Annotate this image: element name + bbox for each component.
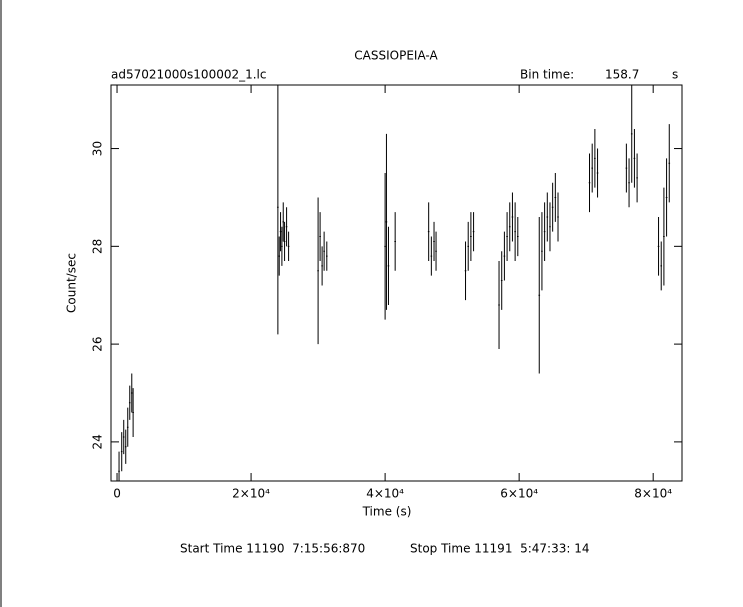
error-bar xyxy=(394,212,396,271)
error-bar xyxy=(118,451,120,481)
error-bar xyxy=(287,231,290,261)
bin-time-unit: s xyxy=(672,68,678,82)
error-bar xyxy=(636,153,638,203)
error-bar xyxy=(467,221,470,271)
error-bar xyxy=(278,236,281,276)
error-bar xyxy=(435,231,437,271)
y-tick-label: 24 xyxy=(91,434,105,449)
error-bar xyxy=(549,202,551,252)
y-tick-label: 30 xyxy=(91,141,105,156)
error-bar xyxy=(124,429,127,464)
error-bar xyxy=(279,212,282,252)
error-bar xyxy=(285,207,288,247)
error-bar xyxy=(633,129,636,188)
error-bar xyxy=(130,373,133,413)
error-bar xyxy=(385,133,388,310)
chart-title: CASSIOPEIA-A xyxy=(354,49,438,63)
data-area xyxy=(118,85,671,481)
error-bar xyxy=(472,212,475,252)
file-label: ad57021000s100002_1.lc xyxy=(111,68,267,82)
error-bar xyxy=(122,419,125,455)
error-bar xyxy=(326,241,328,271)
error-bar xyxy=(506,212,508,261)
error-bar xyxy=(120,432,123,472)
error-bar xyxy=(665,158,668,237)
error-bar xyxy=(470,212,472,261)
error-bar xyxy=(514,202,516,261)
error-bar xyxy=(660,241,663,291)
error-bar xyxy=(128,385,131,420)
stop-time: Stop Time 11191 5:47:33: 14 xyxy=(410,542,589,556)
error-bar xyxy=(546,192,549,242)
error-bar xyxy=(657,217,660,276)
y-tick-label: 28 xyxy=(91,239,105,254)
error-bar xyxy=(596,148,599,198)
error-bar xyxy=(433,221,435,261)
error-bar xyxy=(281,226,283,266)
error-bar xyxy=(511,192,514,242)
error-bar xyxy=(430,236,433,276)
start-time: Start Time 11190 7:15:56:870 xyxy=(180,542,365,556)
x-tick-label: 6×10⁴ xyxy=(500,487,538,501)
error-bar xyxy=(387,226,390,305)
error-bar xyxy=(557,192,559,242)
error-bar xyxy=(541,212,543,291)
bin-time-label: Bin time: xyxy=(520,68,574,82)
error-bar xyxy=(517,217,519,257)
error-bar xyxy=(538,217,541,374)
error-bar xyxy=(594,129,596,188)
y-tick-label: 26 xyxy=(91,336,105,351)
error-bar xyxy=(625,143,628,193)
error-bar xyxy=(588,153,591,213)
error-bar xyxy=(628,158,630,208)
error-bar xyxy=(591,143,593,193)
error-bar xyxy=(384,173,386,320)
error-bar xyxy=(498,261,500,349)
x-tick-label: 4×10⁴ xyxy=(366,487,404,501)
error-bar xyxy=(543,202,546,261)
error-bar xyxy=(132,388,134,437)
error-bar xyxy=(630,85,633,183)
error-bar xyxy=(319,212,321,261)
error-bar xyxy=(126,407,129,447)
error-bar xyxy=(282,202,285,242)
error-bar xyxy=(464,241,467,301)
bin-time: 158.7 xyxy=(605,68,639,82)
error-bar xyxy=(508,202,511,252)
error-bar xyxy=(503,231,506,281)
y-axis-label: Count/sec xyxy=(65,253,79,313)
plot-frame xyxy=(110,84,683,482)
error-bar xyxy=(323,231,325,271)
error-bar xyxy=(427,202,430,261)
x-axis-label: Time (s) xyxy=(362,505,412,519)
error-bar xyxy=(663,187,665,286)
x-tick-label: 8×10⁴ xyxy=(634,487,672,501)
error-bar xyxy=(277,85,279,335)
error-bar xyxy=(554,173,557,222)
error-bar xyxy=(500,251,503,310)
error-bar xyxy=(668,124,671,203)
error-bar xyxy=(317,197,319,345)
x-tick-label: 0 xyxy=(113,487,121,501)
error-bar xyxy=(551,182,554,232)
error-bar xyxy=(283,221,286,261)
x-tick-label: 2×10⁴ xyxy=(232,487,270,501)
error-bar xyxy=(321,246,323,286)
